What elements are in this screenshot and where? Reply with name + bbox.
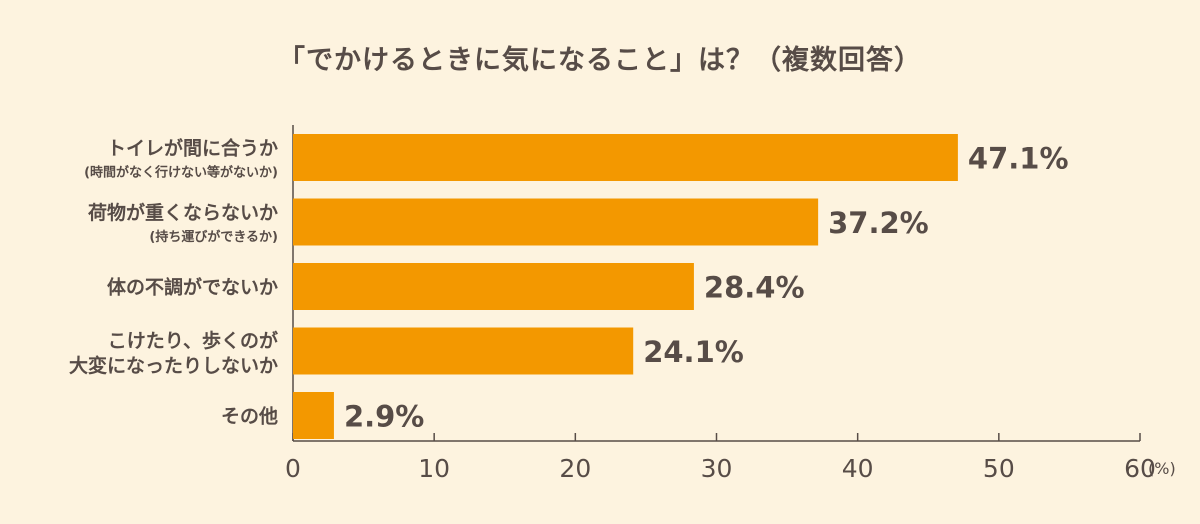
category-label: トイレが間に合うか	[107, 137, 278, 160]
data-label: 2.9%	[344, 400, 424, 434]
category-sublabel: (持ち運びができるか)	[149, 229, 278, 245]
bar	[293, 134, 958, 181]
x-tick-label: 30	[701, 454, 733, 483]
bar	[293, 263, 694, 310]
bar	[293, 392, 334, 439]
x-tick-label: 60	[1124, 454, 1156, 483]
category-label: 大変になったりしないか	[69, 354, 278, 377]
x-tick-label: 40	[842, 454, 874, 483]
category-label: 体の不調がでないか	[107, 276, 278, 299]
data-label: 24.1%	[643, 335, 744, 369]
category-label: その他	[221, 405, 278, 428]
category-label: こけたり、歩くのが	[108, 329, 278, 352]
data-label: 47.1%	[968, 142, 1069, 176]
category-sublabel: (時間がなく行けない等がないか)	[84, 165, 278, 181]
data-label: 37.2%	[828, 206, 929, 240]
data-label: 28.4%	[704, 271, 805, 305]
x-tick-label: 50	[983, 454, 1015, 483]
bar	[293, 198, 819, 246]
x-tick-label: 0	[285, 454, 301, 483]
bar	[293, 327, 634, 375]
x-tick-label: 20	[559, 454, 591, 483]
chart-title: 「でかけるときに気になること」は？（複数回答）	[278, 45, 922, 76]
x-tick-label: 10	[418, 454, 450, 483]
category-label: 荷物が重くならないか	[88, 201, 278, 224]
x-axis-unit: (%)	[1148, 459, 1176, 478]
